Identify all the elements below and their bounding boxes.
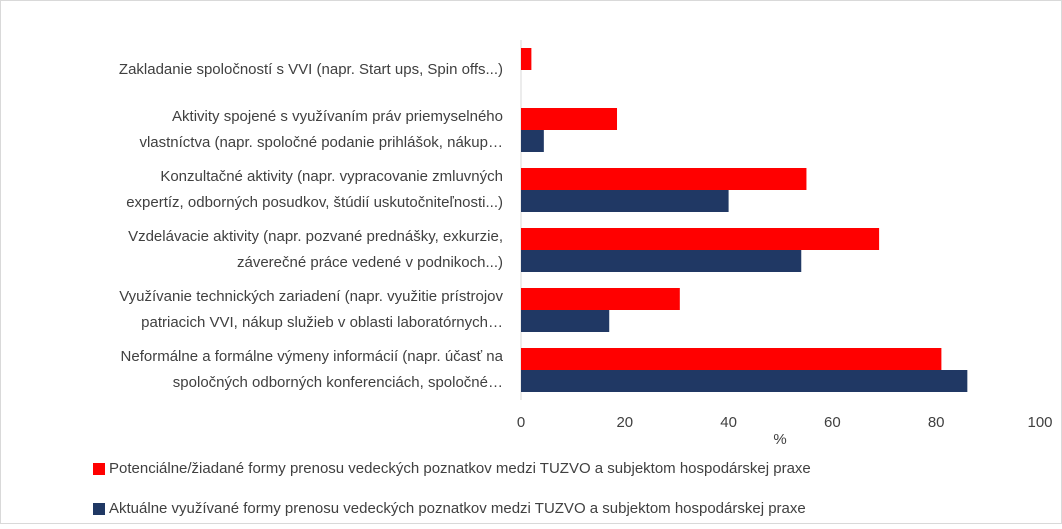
bar [521,48,532,70]
x-axis-label: % [773,431,786,448]
x-tick-label: 80 [928,414,945,431]
bar [521,348,942,370]
x-tick-label: 20 [616,414,633,431]
legend-label: Aktuálne využívané formy prenosu vedecký… [109,500,806,517]
legend-label: Potenciálne/žiadané formy prenosu vedeck… [109,460,811,477]
bar [521,108,618,130]
y-tick-label: Vzdelávacie aktivity (napr. pozvané pred… [128,228,503,245]
bar [521,228,880,250]
bar [521,310,610,332]
bar [521,288,680,310]
y-tick-label: Neformálne a formálne výmeny informácií … [121,348,504,365]
y-tick-label: záverečné práce vedené v podnikoch...) [237,254,503,271]
x-tick-label: 60 [824,414,841,431]
y-tick-label: expertíz, odborných posudkov, štúdií usk… [126,194,503,211]
y-tick-label: Aktivity spojené s využívaním práv priem… [172,108,503,125]
y-tick-label: Zakladanie spoločností s VVI (napr. Star… [119,61,503,78]
bar [521,370,968,392]
legend-swatch [93,463,105,475]
x-tick-label: 40 [720,414,737,431]
legend-swatch [93,503,105,515]
y-tick-label: vlastníctva (napr. spoločné podanie prih… [139,134,503,151]
x-tick-label: 100 [1027,414,1052,431]
bar [521,130,544,152]
x-tick-label: 0 [517,414,525,431]
bar [521,250,802,272]
y-tick-label: patriacich VVI, nákup služieb v oblasti … [141,314,503,331]
y-tick-label: Konzultačné aktivity (napr. vypracovanie… [160,168,503,185]
y-tick-label: spoločných odborných konferenciách, spol… [173,374,503,391]
y-tick-label: Využívanie technických zariadení (napr. … [119,288,503,305]
bar [521,190,729,212]
bar [521,168,807,190]
